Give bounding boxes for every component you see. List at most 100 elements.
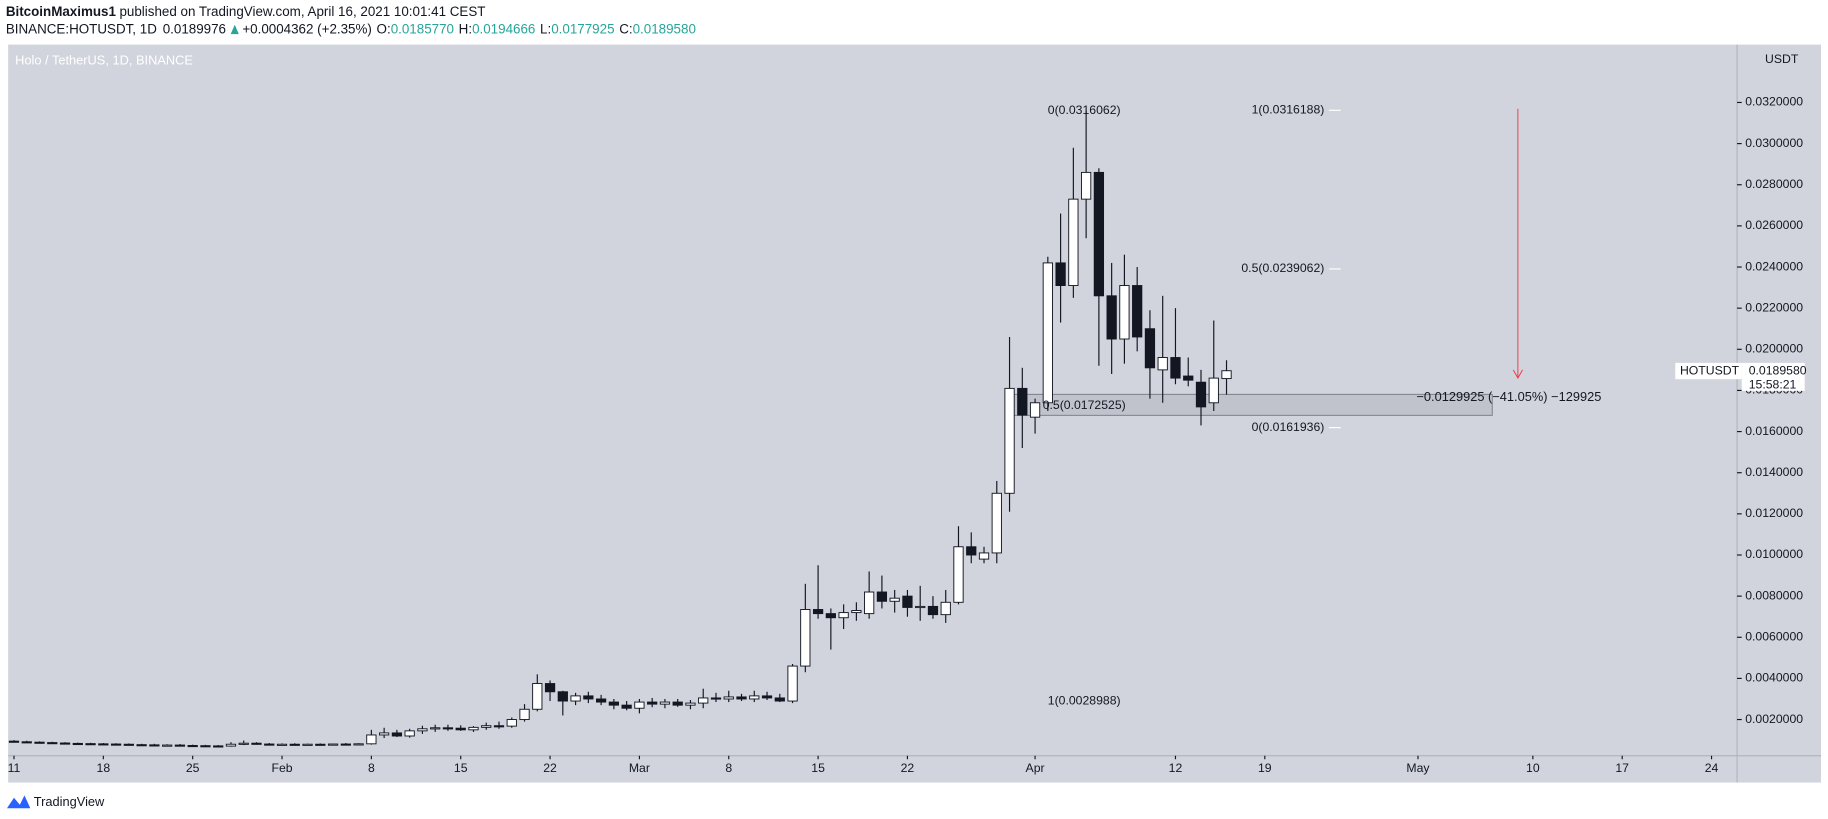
fib-label: 0.5(0.0239062) — [1241, 261, 1324, 275]
y-tick-label: 0.0220000 — [1745, 300, 1803, 314]
candle-body — [1042, 262, 1053, 404]
x-tick-label: 12 — [1169, 761, 1183, 775]
x-tick-label: 25 — [186, 761, 200, 775]
candle-body — [736, 696, 747, 700]
y-tick-label: 0.0060000 — [1745, 630, 1803, 644]
candle-body — [379, 732, 390, 736]
candle-body — [1017, 387, 1028, 416]
candle-body — [1132, 285, 1143, 338]
candle-body — [927, 605, 939, 616]
symbol-tag — [1675, 362, 1742, 380]
candle-body — [1004, 387, 1015, 494]
o-value: 0.0185770 — [391, 21, 454, 36]
candle-body — [1093, 171, 1105, 297]
logo-icon — [6, 795, 31, 809]
l-key: L: — [540, 21, 551, 36]
y-tick-label: 0.0080000 — [1745, 588, 1803, 602]
candle-body — [366, 734, 377, 745]
candle-body — [889, 597, 900, 602]
candle-body — [327, 743, 339, 746]
candle-body — [21, 741, 32, 744]
candle-body — [519, 708, 530, 721]
last-price: 0.0189976 — [163, 21, 226, 36]
candle-body — [47, 742, 58, 745]
candle-body — [1029, 402, 1041, 418]
x-tick-label: 18 — [97, 761, 111, 775]
published: published on TradingView.com, April 16, … — [119, 4, 485, 19]
candle-body — [110, 743, 122, 746]
candle-body — [557, 691, 568, 702]
candle-body — [761, 695, 773, 699]
candle-body — [902, 595, 913, 608]
y-tick-label: 0.0320000 — [1745, 95, 1803, 109]
candle-body — [838, 612, 849, 619]
candle-body — [595, 698, 607, 703]
c-value: 0.0189580 — [633, 21, 696, 36]
candle-body — [1080, 171, 1092, 200]
y-tick-label: 0.0240000 — [1745, 259, 1803, 273]
fib-label: 0.5(0.0172525) — [1043, 398, 1126, 412]
y-tick-label: 0.0160000 — [1745, 424, 1803, 438]
y-tick-label: 0.0260000 — [1745, 218, 1803, 232]
candle-body — [238, 742, 249, 745]
marks: 0.0020000 0.0040000 0.0060000 0.0080000 0.01… — [8, 95, 1804, 775]
price-axis — [1737, 44, 1822, 756]
x-tick-label: 8 — [725, 761, 732, 775]
y-tick-label: 0.0020000 — [1745, 712, 1803, 726]
candle-body — [187, 744, 198, 748]
publish-line: BitcoinMaximus1 published on TradingView.… — [6, 4, 486, 19]
candle-body — [953, 546, 964, 603]
change: +0.0004362 (+2.35%) — [242, 21, 372, 36]
candle-body — [851, 610, 862, 614]
fib-label: 1(0.0316188) — [1252, 103, 1325, 117]
candle-body — [876, 591, 888, 602]
fib-label: 1(0.0028988) — [1048, 693, 1121, 707]
candle-body — [978, 552, 990, 560]
candle-body — [698, 697, 709, 704]
candle-body — [276, 743, 288, 746]
candle-body — [506, 719, 517, 727]
candle-body — [85, 743, 96, 746]
candle-body — [1170, 357, 1181, 379]
candle-body — [353, 743, 364, 746]
candle-body — [404, 730, 415, 737]
candle-body — [940, 601, 951, 616]
symbol-line: BINANCE:HOTUSDT, 1D 0.0189976 +0.0004362 (… — [6, 21, 696, 36]
plot-area — [8, 44, 1738, 756]
candle-body — [162, 744, 173, 747]
candle-body — [225, 743, 237, 747]
candle-body — [264, 743, 275, 746]
candle-body — [302, 743, 313, 746]
candle-body — [647, 701, 658, 705]
candle-body — [659, 701, 671, 705]
candle-body — [149, 744, 160, 747]
candle-body — [570, 695, 581, 702]
symbol: BINANCE:HOTUSDT, 1D — [6, 21, 157, 36]
candle-body — [774, 697, 785, 702]
time-axis — [8, 755, 1822, 783]
x-tick-label: Apr — [1026, 761, 1045, 775]
x-tick-label: Mar — [629, 761, 650, 775]
candle-body — [391, 732, 403, 737]
currency: USDT — [1765, 52, 1799, 66]
y-tick-label: 0.0280000 — [1745, 177, 1803, 191]
candle-body — [468, 726, 479, 731]
candle-body — [1144, 328, 1156, 369]
candle-body — [672, 701, 683, 706]
candle-body — [787, 665, 798, 702]
candle-body — [685, 702, 696, 706]
x-tick-label: 17 — [1615, 761, 1629, 775]
y-tick-label: 0.0120000 — [1745, 506, 1803, 520]
x-tick-label: 8 — [368, 761, 375, 775]
l-value: 0.0177925 — [551, 21, 614, 36]
x-tick-label: 10 — [1526, 761, 1540, 775]
candle-body — [315, 743, 326, 746]
author: BitcoinMaximus1 — [6, 4, 117, 19]
candle-body — [864, 591, 875, 615]
candle-body — [608, 701, 620, 706]
candle-body — [98, 743, 109, 746]
x-tick-label: May — [1406, 761, 1430, 775]
candle-body — [812, 609, 824, 615]
candle-body — [749, 695, 760, 700]
